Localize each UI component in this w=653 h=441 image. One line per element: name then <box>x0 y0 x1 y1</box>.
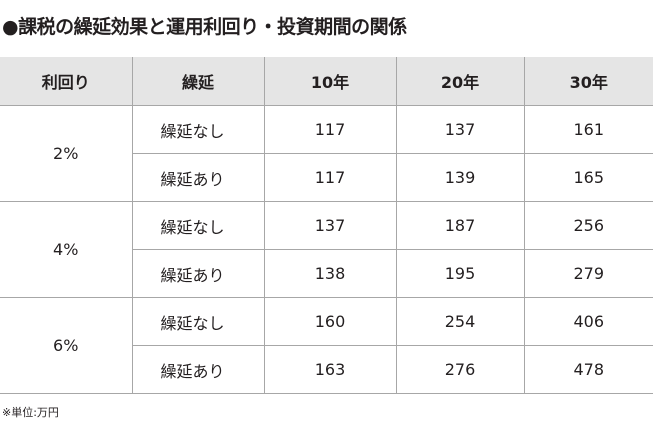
value-10-years: 138 <box>263 249 397 298</box>
deferral-cell: 繰延あり <box>132 345 265 394</box>
value-20-years: 254 <box>395 297 525 346</box>
page-title: ●課税の繰延効果と運用利回り・投資期間の関係 <box>2 16 407 38</box>
header-rate: 利回り <box>0 57 133 106</box>
table-row: 繰延あり 163 276 478 <box>0 345 653 394</box>
rate-cell: 2% <box>0 105 133 202</box>
rate-cell: 4% <box>0 201 133 298</box>
value-30-years: 165 <box>523 153 653 202</box>
value-30-years: 256 <box>523 201 653 250</box>
value-20-years: 195 <box>395 249 525 298</box>
value-30-years: 478 <box>523 345 653 394</box>
value-20-years: 137 <box>395 105 525 154</box>
value-10-years: 160 <box>263 297 397 346</box>
deferral-cell: 繰延なし <box>131 297 265 346</box>
value-10-years: 117 <box>263 105 397 154</box>
header-20-years: 20年 <box>395 57 525 106</box>
header-10-years: 10年 <box>263 57 397 106</box>
table-row: 2% 繰延なし 117 137 161 <box>0 105 653 202</box>
value-10-years: 117 <box>263 153 397 202</box>
table-row: 6% 繰延なし 160 254 406 <box>0 297 653 394</box>
data-table: 利回り 繰延 10年 20年 30年 2% 繰延なし 117 137 161 繰… <box>0 57 653 394</box>
unit-note: ※単位:万円 <box>2 406 59 419</box>
value-20-years: 187 <box>395 201 525 250</box>
header-30-years: 30年 <box>523 57 653 106</box>
value-20-years: 139 <box>395 153 525 202</box>
deferral-cell: 繰延あり <box>132 249 265 298</box>
value-30-years: 406 <box>523 297 653 346</box>
table-row: 繰延あり 138 195 279 <box>0 249 653 298</box>
value-20-years: 276 <box>395 345 525 394</box>
table-header-row: 利回り 繰延 10年 20年 30年 <box>0 57 653 106</box>
header-deferral: 繰延 <box>131 57 265 106</box>
deferral-cell: 繰延なし <box>131 201 265 250</box>
value-10-years: 137 <box>263 201 397 250</box>
rate-cell: 6% <box>0 297 133 394</box>
value-30-years: 279 <box>523 249 653 298</box>
value-10-years: 163 <box>263 345 397 394</box>
deferral-cell: 繰延なし <box>131 105 265 154</box>
deferral-cell: 繰延あり <box>132 153 265 202</box>
value-30-years: 161 <box>523 105 653 154</box>
table-row: 4% 繰延なし 137 187 256 <box>0 201 653 298</box>
